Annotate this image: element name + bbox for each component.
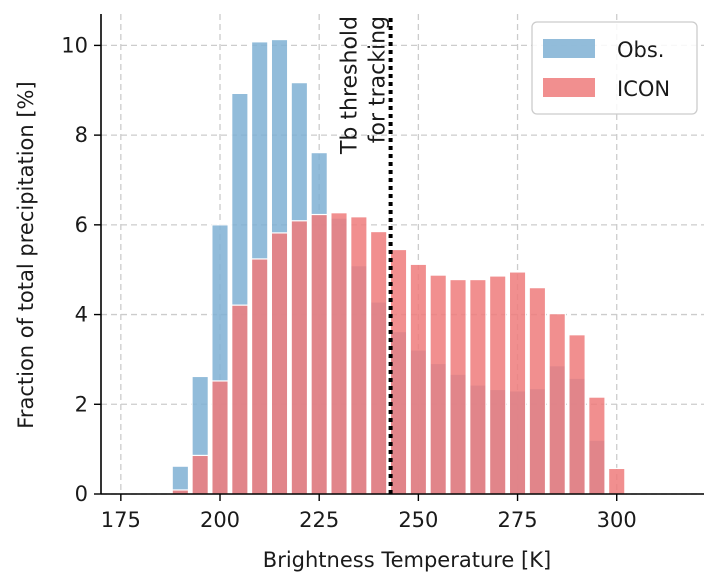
y-tick-label: 0 — [75, 482, 88, 506]
legend-swatch-obs — [543, 39, 595, 58]
icon-bar — [270, 232, 289, 495]
x-tick-label: 175 — [101, 508, 141, 532]
y-axis-label: Fraction of total precipitation [%] — [14, 81, 38, 428]
x-tick-label: 300 — [597, 508, 637, 532]
icon-bar — [449, 278, 467, 495]
y-tick-label: 6 — [75, 213, 88, 237]
icon-bar — [191, 454, 209, 495]
icon-bar — [429, 274, 447, 495]
y-tick-label: 10 — [61, 33, 88, 57]
legend: Obs. ICON — [531, 21, 698, 115]
tick-labels: 175 200 225 250 275 300 0 2 4 6 8 10 — [61, 33, 637, 532]
icon-bar — [528, 287, 547, 495]
legend-swatch-icon — [543, 78, 595, 97]
axes — [100, 14, 704, 495]
icon-bar — [211, 380, 229, 495]
icon-bar — [290, 220, 309, 495]
legend-frame — [531, 21, 698, 115]
y-tick-label: 8 — [75, 123, 88, 147]
icon-bar — [330, 212, 348, 495]
icon-bar — [607, 467, 626, 495]
icon-bar — [469, 278, 487, 495]
icon-bar — [588, 396, 606, 495]
x-tick-label: 250 — [398, 508, 438, 532]
icon-bar — [389, 248, 408, 495]
icon-bar — [568, 334, 586, 495]
icon-bar — [548, 313, 566, 495]
y-tick-label: 4 — [75, 303, 88, 327]
icon-bar — [310, 213, 328, 495]
icon-bar — [409, 263, 428, 495]
icon-bar — [369, 230, 388, 495]
icon-bar — [488, 275, 507, 495]
threshold-label-line-2: for tracking — [366, 16, 391, 143]
icon-bar — [350, 216, 368, 495]
y-tick-label: 2 — [75, 392, 88, 416]
legend-label-icon: ICON — [617, 77, 670, 101]
icon-bar — [250, 258, 269, 495]
icon-bar — [231, 304, 249, 495]
x-tick-label: 225 — [299, 508, 339, 532]
threshold-annotation: Tb threshold for tracking — [338, 16, 393, 494]
x-axis-label: Brightness Temperature [K] — [263, 548, 551, 572]
x-tick-label: 200 — [200, 508, 240, 532]
icon-bar — [508, 271, 527, 495]
x-tick-label: 275 — [497, 508, 537, 532]
threshold-label-line-1: Tb threshold — [338, 16, 363, 155]
legend-label-obs: Obs. — [617, 38, 664, 62]
